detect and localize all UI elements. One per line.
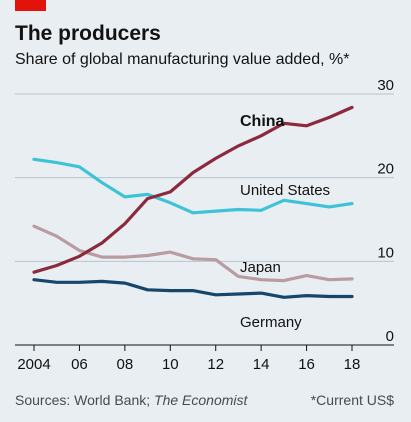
x-tick-layer: 2004 06 08 10 12 14 16 18 bbox=[17, 345, 360, 373]
series-label-china: China bbox=[240, 113, 285, 130]
chart-title: The producers bbox=[15, 22, 161, 45]
x-tick-label: 06 bbox=[71, 356, 88, 373]
x-tick-label: 18 bbox=[344, 356, 361, 373]
series-line-china bbox=[32, 105, 354, 274]
chart-subtitle: Share of global manufacturing value adde… bbox=[15, 51, 349, 68]
chart-footnote: *Current US$ bbox=[311, 392, 394, 408]
x-tick-label: 14 bbox=[253, 356, 270, 373]
x-tick-label: 10 bbox=[162, 356, 179, 373]
x-tick-label: 08 bbox=[117, 356, 134, 373]
y-tick-layer: 0 10 20 30 bbox=[377, 77, 394, 345]
series-label-japan: Japan bbox=[240, 259, 281, 276]
y-tick-label: 20 bbox=[377, 161, 394, 178]
series-label-germany: Germany bbox=[240, 314, 302, 331]
source-prefix: Sources: World Bank; bbox=[15, 392, 154, 408]
x-tick-label: 16 bbox=[298, 356, 315, 373]
series-line-germany bbox=[32, 278, 354, 299]
grid-layer bbox=[15, 93, 394, 346]
series-label-united-states: United States bbox=[240, 182, 330, 199]
source-italic: The Economist bbox=[154, 392, 248, 408]
x-tick-label: 2004 bbox=[17, 356, 50, 373]
series-label-layer: China United States Japan Germany bbox=[240, 113, 330, 331]
series-line-united-states bbox=[32, 157, 354, 215]
series-layer bbox=[32, 105, 354, 299]
y-tick-label: 0 bbox=[386, 328, 394, 345]
y-tick-label: 10 bbox=[377, 244, 394, 261]
x-tick-label: 12 bbox=[207, 356, 224, 373]
brand-bar bbox=[15, 0, 46, 11]
chart-source: Sources: World Bank; The Economist bbox=[15, 392, 249, 408]
y-tick-label: 30 bbox=[377, 77, 394, 94]
